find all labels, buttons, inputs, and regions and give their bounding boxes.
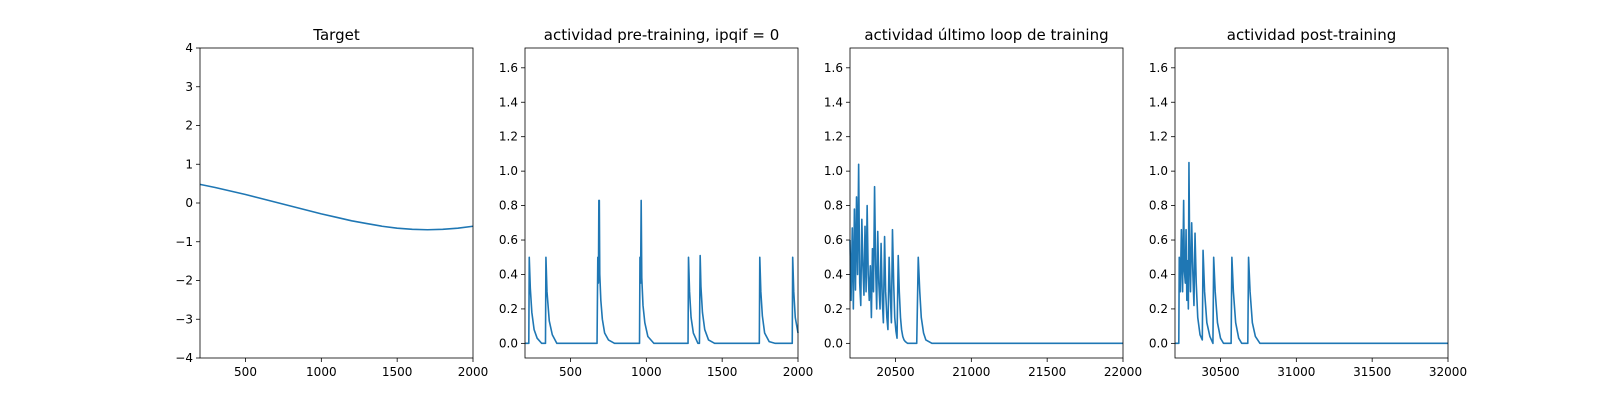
subplot-title: Target bbox=[312, 26, 360, 44]
x-tick-label: 31500 bbox=[1353, 365, 1391, 379]
series-line bbox=[849, 163, 1123, 345]
y-tick-label: 4 bbox=[185, 41, 193, 55]
subplot-title: actividad post-training bbox=[1227, 26, 1396, 44]
y-tick-label: 1.6 bbox=[824, 61, 843, 75]
y-tick-label: 1.2 bbox=[1149, 130, 1168, 144]
y-tick-label: 0.6 bbox=[1149, 233, 1168, 247]
y-tick-label: 0.2 bbox=[499, 302, 518, 316]
y-tick-label: 0.0 bbox=[1149, 336, 1168, 350]
x-tick-label: 20500 bbox=[876, 365, 914, 379]
x-tick-label: 1000 bbox=[306, 365, 337, 379]
axes-frame bbox=[524, 47, 799, 359]
series-line bbox=[199, 183, 474, 231]
x-tick-label: 1500 bbox=[707, 365, 738, 379]
x-tick-label: 21500 bbox=[1028, 365, 1066, 379]
y-tick-label: 0.0 bbox=[499, 336, 518, 350]
x-tick-label: 1000 bbox=[631, 365, 662, 379]
x-tick-label: 31000 bbox=[1277, 365, 1315, 379]
y-tick-label: 0.4 bbox=[824, 267, 843, 281]
x-tick-label: 21000 bbox=[952, 365, 990, 379]
y-tick-label: 1.6 bbox=[1149, 61, 1168, 75]
series-line bbox=[1175, 161, 1448, 345]
y-tick-label: 1 bbox=[185, 157, 193, 171]
subplot-last-training-loop: actividad último loop de training 20500 2… bbox=[824, 26, 1142, 379]
x-tick-label: 32000 bbox=[1429, 365, 1467, 379]
y-tick-label: 1.4 bbox=[824, 95, 843, 109]
y-tick-label: 1.4 bbox=[1149, 95, 1168, 109]
y-tick-label: 1.0 bbox=[499, 164, 518, 178]
y-tick-label: 0.2 bbox=[1149, 302, 1168, 316]
y-tick-label: 1.0 bbox=[1149, 164, 1168, 178]
y-tick-label: 0.8 bbox=[824, 199, 843, 213]
y-tick-label: −4 bbox=[175, 351, 193, 365]
y-tick-label: 1.6 bbox=[499, 61, 518, 75]
y-tick-label: 0.8 bbox=[1149, 199, 1168, 213]
x-tick-label: 1500 bbox=[382, 365, 413, 379]
y-tick-label: 1.2 bbox=[499, 130, 518, 144]
y-tick-label: 0 bbox=[185, 196, 193, 210]
y-tick-label: 0.8 bbox=[499, 199, 518, 213]
y-tick-label: 0.2 bbox=[824, 302, 843, 316]
axes-frame bbox=[1174, 47, 1449, 359]
y-tick-label: −3 bbox=[175, 312, 193, 326]
subplot-title: actividad último loop de training bbox=[864, 26, 1108, 44]
y-tick-label: 1.2 bbox=[824, 130, 843, 144]
y-tick-label: 2 bbox=[185, 119, 193, 133]
x-tick-label: 2000 bbox=[458, 365, 489, 379]
subplot-title: actividad pre-training, ipqif = 0 bbox=[544, 26, 780, 44]
subplot-post-training: actividad post-training 30500 31000 31500 3… bbox=[1149, 26, 1467, 379]
x-tick-label: 22000 bbox=[1104, 365, 1142, 379]
x-tick-label: 500 bbox=[234, 365, 257, 379]
y-tick-label: 0.4 bbox=[499, 267, 518, 281]
y-tick-label: 0.6 bbox=[824, 233, 843, 247]
x-tick-label: 2000 bbox=[783, 365, 814, 379]
y-tick-label: 3 bbox=[185, 80, 193, 94]
axes-frame bbox=[199, 47, 474, 359]
y-tick-label: 1.4 bbox=[499, 95, 518, 109]
x-tick-label: 500 bbox=[559, 365, 582, 379]
y-tick-label: 1.0 bbox=[824, 164, 843, 178]
y-tick-label: 0.4 bbox=[1149, 267, 1168, 281]
y-tick-label: 0.6 bbox=[499, 233, 518, 247]
axes-frame bbox=[849, 47, 1124, 359]
series-line bbox=[525, 199, 799, 345]
subplot-target: Target 500 1000 1500 2000 −4 −3 −2 −1 0 1 2 3 4 bbox=[175, 26, 488, 379]
y-tick-label: 0.0 bbox=[824, 336, 843, 350]
y-tick-label: −2 bbox=[175, 274, 193, 288]
x-tick-label: 30500 bbox=[1201, 365, 1239, 379]
subplot-pre-training: actividad pre-training, ipqif = 0 500 100… bbox=[499, 26, 813, 379]
y-tick-label: −1 bbox=[175, 235, 193, 249]
